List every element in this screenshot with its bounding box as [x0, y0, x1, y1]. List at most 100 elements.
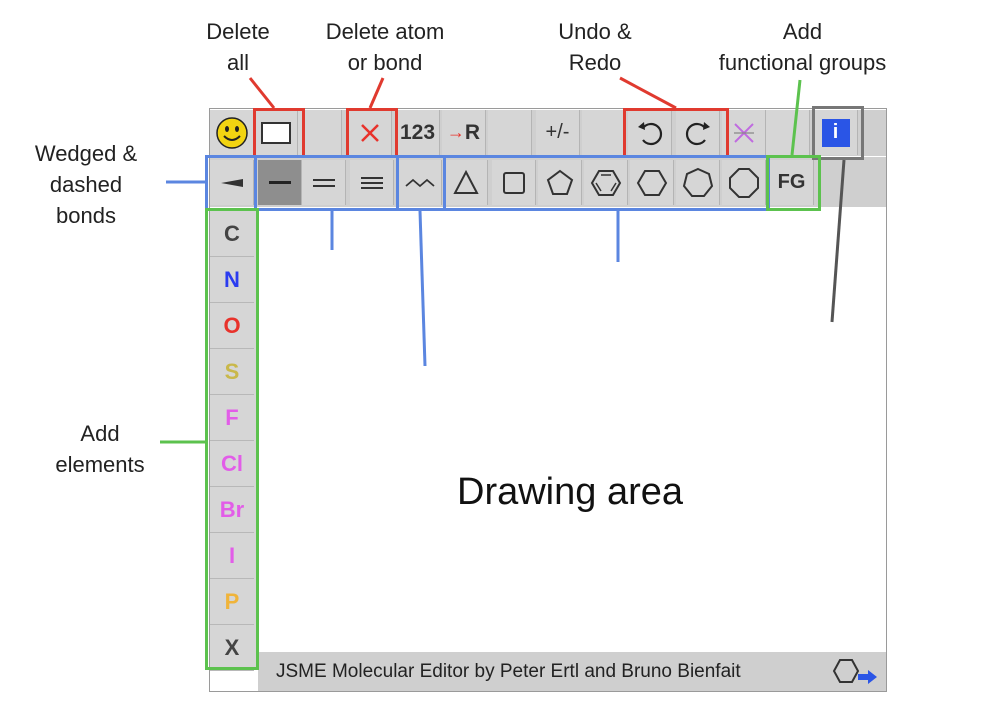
- element-symbol: Cl: [221, 451, 243, 476]
- functional-groups-button[interactable]: FG: [770, 160, 814, 205]
- octagon-icon: [728, 167, 759, 198]
- query-x-icon: [733, 122, 754, 143]
- annotation-line: or bond: [347, 50, 423, 75]
- element-button-f[interactable]: F: [210, 396, 254, 441]
- element-symbol: F: [225, 405, 239, 430]
- atom-numbers-button[interactable]: 123: [396, 110, 440, 155]
- status-bar: JSME Molecular Editor by Peter Ertl and …: [258, 652, 886, 691]
- element-button-o[interactable]: O: [210, 304, 254, 349]
- element-symbol: S: [224, 359, 240, 384]
- annotation-line: Add: [782, 19, 823, 44]
- arrow-icon: →: [446, 122, 465, 142]
- info-label: i: [832, 121, 839, 143]
- ring5-button[interactable]: [538, 160, 582, 205]
- elements-frame: [205, 208, 259, 670]
- annotation-add-elements: Add elements: [40, 418, 160, 480]
- undo-icon: [637, 121, 662, 145]
- element-symbol: X: [224, 635, 240, 660]
- ring7-button[interactable]: [676, 160, 720, 205]
- element-symbol: Br: [219, 497, 245, 522]
- toolbar-blank: [766, 110, 810, 155]
- element-button-c[interactable]: C: [210, 212, 254, 257]
- fg-label: FG: [777, 171, 806, 193]
- help-frame: [812, 106, 864, 160]
- smiley-icon: [215, 116, 248, 149]
- query-button[interactable]: [722, 110, 766, 155]
- delete-atom-bond-button[interactable]: [348, 110, 392, 155]
- element-button-br[interactable]: Br: [210, 488, 254, 533]
- annotation-line: Redo: [568, 50, 622, 75]
- status-text: JSME Molecular Editor by Peter Ertl and …: [276, 660, 741, 682]
- delete-all-frame: [253, 108, 305, 158]
- charge-label: +/-: [545, 121, 570, 143]
- element-symbol: P: [224, 589, 240, 614]
- single-bond-button[interactable]: [258, 160, 302, 205]
- ring3-button[interactable]: [444, 160, 488, 205]
- triangle-icon: [452, 169, 479, 194]
- benzene-button[interactable]: [584, 160, 628, 205]
- single-bond-icon: [268, 181, 291, 184]
- element-button-x[interactable]: X: [210, 626, 254, 671]
- element-button-cl[interactable]: Cl: [210, 442, 254, 487]
- benzene-icon: [590, 169, 621, 196]
- redo-icon: [685, 121, 710, 145]
- heptagon-icon: [682, 167, 713, 197]
- double-bond-icon: [312, 178, 335, 187]
- annotation-line: bonds: [56, 203, 116, 228]
- annotation-line: all: [226, 50, 249, 75]
- element-button-s[interactable]: S: [210, 350, 254, 395]
- element-symbol: O: [223, 313, 241, 338]
- annotation-line: elements: [55, 452, 145, 477]
- ring6-button[interactable]: [630, 160, 674, 205]
- drawing-area-label: Drawing area: [457, 471, 683, 513]
- annotation-line: Delete: [206, 19, 270, 44]
- element-button-p[interactable]: P: [210, 580, 254, 625]
- hexagon-icon: [636, 169, 667, 196]
- ring8-button[interactable]: [722, 160, 766, 205]
- element-button-i[interactable]: I: [210, 534, 254, 579]
- wedge-bond-icon: [220, 178, 243, 187]
- annotation-undo-redo: Undo & Redo: [540, 16, 650, 78]
- annotation-line: Add: [80, 421, 120, 446]
- bond-group-frame: [254, 155, 399, 211]
- rgroup-button[interactable]: → R: [442, 110, 486, 155]
- ring4-button[interactable]: [492, 160, 536, 205]
- element-symbol: I: [228, 543, 236, 568]
- square-icon: [502, 171, 525, 194]
- delete-atom-frame: [346, 108, 398, 158]
- ring-tools-divider: [396, 155, 446, 211]
- undo-redo-frame: [623, 108, 729, 158]
- annotation-delete-all: Delete all: [190, 16, 286, 78]
- annotation-line: Undo &: [558, 19, 632, 44]
- toolbar-blank: [298, 110, 342, 155]
- delete-all-button[interactable]: [254, 110, 298, 155]
- element-symbol: N: [224, 267, 240, 292]
- red-x-icon: [360, 123, 379, 142]
- undo-button[interactable]: [628, 110, 672, 155]
- element-button-n[interactable]: N: [210, 258, 254, 303]
- fg-frame: [766, 155, 821, 211]
- toolbar-blank: [582, 110, 626, 155]
- charge-button[interactable]: +/-: [536, 110, 580, 155]
- toolbar-blank: [488, 110, 532, 155]
- pentagon-icon: [546, 169, 573, 195]
- triple-bond-icon: [360, 176, 383, 189]
- annotation-line: Wedged &: [34, 141, 138, 166]
- atom-numbers-label: 123: [399, 120, 436, 144]
- chain-button[interactable]: [398, 160, 442, 205]
- blank-rectangle-icon: [260, 121, 291, 144]
- smiley-button[interactable]: [210, 110, 254, 155]
- hexagon-arrow-icon[interactable]: [832, 657, 880, 687]
- annotation-line: Delete atom: [325, 19, 445, 44]
- annotation-add-fg: Add functional groups: [700, 16, 905, 78]
- annotation-line: dashed: [49, 172, 123, 197]
- info-icon: i: [821, 118, 850, 147]
- rgroup-label: R: [464, 120, 481, 144]
- double-bond-button[interactable]: [302, 160, 346, 205]
- element-symbol: C: [224, 221, 240, 246]
- wedge-bond-button[interactable]: [210, 160, 254, 205]
- help-button[interactable]: i: [814, 110, 858, 155]
- redo-button[interactable]: [676, 110, 720, 155]
- annotation-line: functional groups: [718, 50, 887, 75]
- triple-bond-button[interactable]: [350, 160, 394, 205]
